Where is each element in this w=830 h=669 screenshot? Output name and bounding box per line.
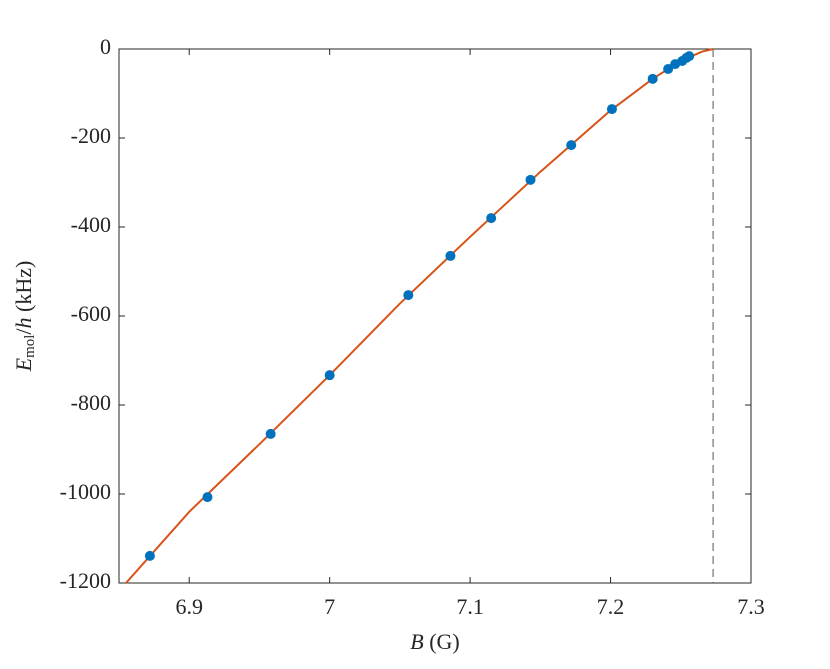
data-point	[684, 51, 695, 62]
y-tick-label: -1200	[60, 568, 111, 593]
data-point	[486, 213, 497, 224]
x-tick-label: 6.9	[175, 594, 203, 619]
x-tick-label: 7.1	[456, 594, 484, 619]
y-label-h: h	[11, 317, 36, 328]
x-label-unit: (G)	[424, 629, 460, 654]
fit-line	[125, 48, 714, 584]
data-point	[265, 428, 276, 439]
y-tick-label: -1000	[60, 479, 111, 504]
data-point	[202, 492, 213, 503]
x-tick-label: 7.3	[737, 594, 765, 619]
data-point	[445, 250, 456, 261]
plot-frame	[118, 48, 752, 584]
y-tick-label: -600	[71, 301, 111, 326]
y-label-var: E	[11, 357, 36, 372]
y-label-sub: mol	[22, 335, 38, 358]
x-axis-label: B (G)	[410, 629, 460, 654]
y-tick-label: -400	[71, 212, 111, 237]
data-point	[606, 104, 617, 115]
data-point	[324, 370, 335, 381]
y-tick-label: -200	[71, 123, 111, 148]
data-point	[403, 290, 414, 301]
x-tick-label: 7	[324, 594, 335, 619]
y-label-slash: /	[11, 328, 36, 335]
data-point	[525, 174, 536, 185]
data-point	[144, 550, 155, 561]
y-tick-label: -800	[71, 390, 111, 415]
y-tick-label: 0	[100, 34, 111, 59]
y-label-unit: (kHz)	[11, 261, 36, 318]
data-point	[566, 140, 577, 151]
data-point	[663, 64, 674, 75]
x-tick-label: 7.2	[597, 594, 625, 619]
data-point	[647, 73, 658, 84]
y-axis-label: Emol/h (kHz)	[11, 261, 38, 373]
x-label-var: B	[410, 629, 423, 654]
